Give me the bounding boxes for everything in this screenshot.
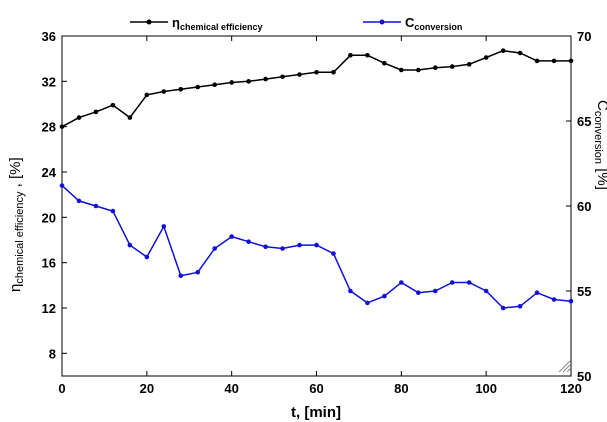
resize-grip-icon[interactable] [558,360,571,373]
data-point-conversion [449,280,455,285]
data-point-conversion [466,280,472,285]
data-point-chemical-efficiency [246,79,251,84]
y-left-tick-label: 36 [42,29,56,44]
data-point-chemical-efficiency [93,109,99,115]
data-point-conversion [178,273,184,279]
y-left-tick-label: 20 [42,210,56,225]
data-point-conversion [195,270,201,275]
data-point-conversion [263,244,268,250]
data-point-conversion [280,246,285,251]
data-point-chemical-efficiency [280,74,285,80]
legend-item-chemical-efficiency: ηchemical efficiency [130,15,263,32]
x-tick-label: 80 [394,381,408,396]
legend-marker-conversion [379,19,385,25]
data-point-chemical-efficiency [144,92,150,98]
data-point-chemical-efficiency [517,50,523,56]
x-tick-label: 100 [475,381,497,396]
data-point-conversion [551,297,557,302]
data-point-conversion [416,290,421,296]
data-point-conversion [229,234,234,239]
data-point-conversion [331,251,336,256]
data-point-conversion [76,198,82,204]
data-point-conversion [399,280,404,285]
data-point-conversion [110,208,116,214]
data-point-conversion [432,288,438,294]
x-axis-title: t, [min] [291,404,341,421]
data-point-chemical-efficiency [399,67,404,73]
data-point-chemical-efficiency [331,69,336,75]
data-point-chemical-efficiency [314,69,319,75]
data-point-conversion [59,183,65,188]
data-point-conversion [246,239,251,244]
series-line-chemical-efficiency [61,49,571,128]
data-point-chemical-efficiency [178,86,184,92]
data-point-conversion [348,288,353,294]
x-tick-label: 20 [140,381,154,396]
data-point-chemical-efficiency [416,67,421,73]
y-left-tick-label: 28 [42,120,56,135]
plot-area [61,35,572,377]
data-point-conversion [568,298,574,304]
data-point-chemical-efficiency [212,82,217,88]
y-axis-right-title: Cconversion [%] [592,100,607,190]
y-right-tick-label: 70 [577,29,591,44]
data-point-chemical-efficiency [229,80,234,85]
data-point-chemical-efficiency [59,124,65,129]
data-point-chemical-efficiency [110,102,116,108]
data-point-chemical-efficiency [483,55,489,60]
y-left-tick-label: 24 [42,165,57,180]
data-point-chemical-efficiency [195,84,201,90]
x-tick-label: 0 [58,381,65,396]
data-point-conversion [517,304,523,309]
data-point-conversion [144,254,150,260]
data-point-conversion [212,246,217,251]
data-point-conversion [127,242,133,248]
legend-item-conversion: Cconversion [363,15,462,32]
y-left-tick-label: 8 [49,346,56,361]
data-point-chemical-efficiency [551,58,557,64]
data-point-conversion [297,242,302,248]
legend-marker-chemical-efficiency [146,19,152,25]
data-point-chemical-efficiency [534,58,540,64]
x-tick-label: 60 [309,381,323,396]
y-left-tick-label: 32 [42,74,56,89]
y-left-tick-label: 12 [42,301,56,316]
data-point-conversion [161,224,167,229]
data-point-conversion [314,242,319,248]
data-point-chemical-efficiency [127,115,133,120]
data-point-chemical-efficiency [568,58,574,64]
data-point-chemical-efficiency [297,72,302,77]
axes: 0 20 40 60 80 100 120 8 12 16 20 24 28 32 36 50 55 60 65 70 [42,29,592,396]
data-point-conversion [534,290,540,296]
y-right-tick-label: 50 [577,369,591,384]
data-point-conversion [93,203,99,209]
data-point-chemical-efficiency [263,76,268,82]
data-point-conversion [500,305,506,311]
data-point-chemical-efficiency [449,64,455,69]
y-axis-left-title: ηchemical efficiency , [%] [7,157,26,292]
data-point-chemical-efficiency [76,115,82,120]
data-point-chemical-efficiency [382,60,387,66]
data-point-conversion [483,288,489,294]
data-point-conversion [382,293,387,299]
y-right-tick-label: 55 [577,284,591,299]
data-point-chemical-efficiency [432,65,438,71]
data-point-conversion [365,300,370,306]
data-point-chemical-efficiency [365,52,370,58]
data-point-chemical-efficiency [161,89,167,94]
legend: ηchemical efficiency Cconversion [130,15,462,32]
data-point-chemical-efficiency [348,52,353,58]
legend-label-conversion: Cconversion [405,15,462,32]
y-left-tick-label: 16 [42,256,56,271]
legend-label-chemical-efficiency: ηchemical efficiency [172,15,263,32]
series [59,48,574,311]
data-point-chemical-efficiency [466,62,472,67]
x-tick-label: 40 [224,381,238,396]
data-point-chemical-efficiency [500,48,506,54]
y-right-tick-label: 60 [577,199,591,214]
x-tick-label: 120 [560,381,582,396]
y-right-tick-label: 65 [577,114,591,129]
